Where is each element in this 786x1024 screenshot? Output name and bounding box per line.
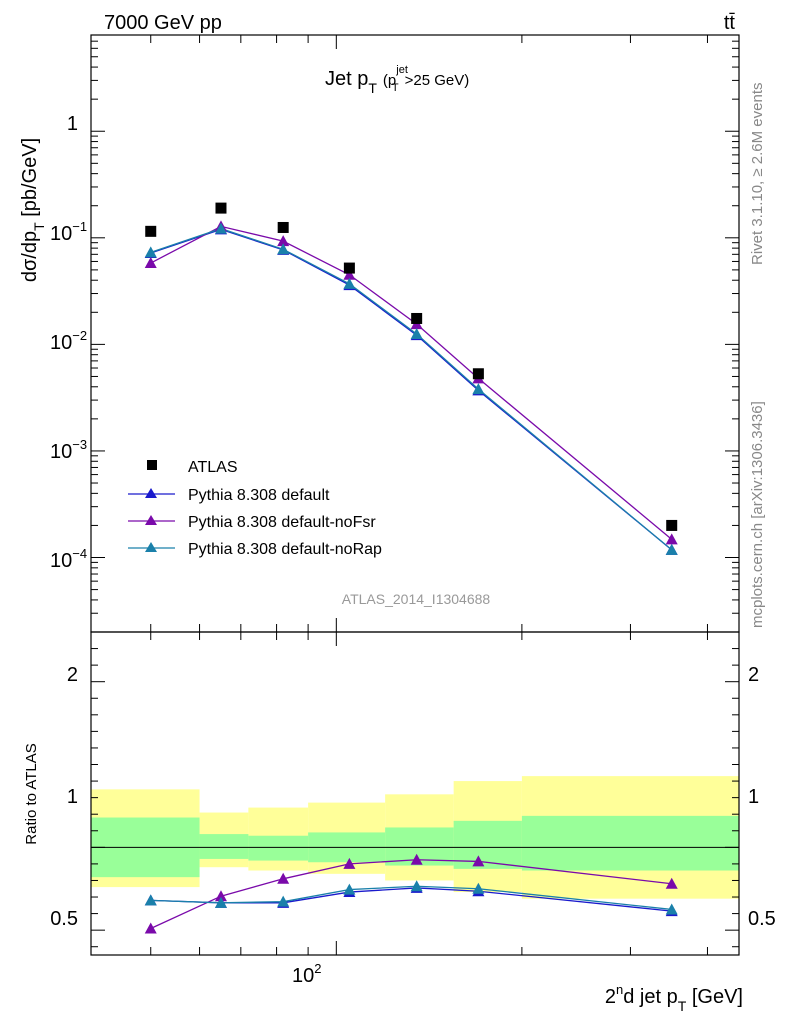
ratio-point-nofsr	[343, 857, 356, 869]
main-point-norap	[214, 222, 227, 234]
ratio-point-norap	[277, 895, 290, 907]
ratio-point-norap	[144, 894, 157, 906]
legend-nofsr-label: Pythia 8.308 default-noFsr	[188, 514, 376, 531]
ratio-tick-05-right: 0.5	[748, 908, 776, 930]
atlas-data-point	[343, 262, 355, 274]
ratio-point-norap	[343, 883, 356, 895]
energy-label: 7000 GeV pp	[104, 12, 222, 34]
atlas-data-point	[411, 312, 423, 324]
legend-atlas-label: ATLAS	[188, 459, 238, 476]
x-tick-100: 102	[292, 961, 321, 987]
band-inner-bin	[199, 834, 249, 859]
ratio-y-axis-label: Ratio to ATLAS	[23, 743, 40, 844]
data-markers	[144, 202, 678, 934]
main-ytick-1: 1	[67, 113, 78, 135]
uncertainty-bands	[91, 776, 739, 899]
ratio-point-norap	[665, 903, 678, 915]
ratio-tick-1-left: 1	[67, 786, 78, 808]
ratio-tick-2-left: 2	[67, 664, 78, 686]
main-point-norap	[472, 383, 485, 395]
ratio-point-nofsr	[410, 853, 423, 865]
ratio-point-norap	[214, 896, 227, 908]
ratio-point-nofsr	[144, 922, 157, 934]
atlas-data-point	[277, 221, 289, 233]
process-label: tt̄	[724, 12, 736, 34]
legend: ATLAS Pythia 8.308 default Pythia 8.308 …	[128, 459, 382, 558]
main-ytick-1e-3: 10−3	[50, 437, 87, 463]
legend-norap-marker	[145, 542, 157, 552]
legend-default-label: Pythia 8.308 default	[188, 487, 330, 504]
band-inner-bin	[248, 835, 309, 861]
legend-nofsr-marker	[145, 515, 157, 525]
main-ytick-1e-1: 10−1	[50, 219, 87, 245]
legend-default-marker	[145, 488, 157, 498]
ratio-point-nofsr	[472, 855, 485, 867]
atlas-data-point	[666, 519, 678, 531]
main-point-norap	[277, 243, 290, 255]
ratio-tick-05-left: 0.5	[50, 908, 78, 930]
main-ytick-1e-4: 10−4	[50, 546, 87, 572]
rivet-label: Rivet 3.1.10, ≥ 2.6M events	[749, 83, 766, 266]
atlas-data-point	[472, 368, 484, 380]
legend-norap-label: Pythia 8.308 default-noRap	[188, 541, 382, 558]
ratio-frame	[90, 631, 740, 956]
main-point-norap	[410, 328, 423, 340]
legend-atlas-marker	[147, 460, 157, 470]
mcplots-label: mcplots.cern.ch [arXiv:1306.3436]	[749, 401, 766, 628]
ratio-point-nofsr	[214, 890, 227, 902]
ratio-tick-1-right: 1	[748, 786, 759, 808]
ratio-point-norap	[472, 882, 485, 894]
main-point-norap	[343, 277, 356, 289]
main-point-norap	[665, 543, 678, 555]
ratio-point-nofsr	[665, 877, 678, 889]
main-point-nofsr	[665, 533, 678, 545]
main-ytick-1e-2: 10−2	[50, 328, 87, 354]
axis-ticks	[90, 34, 739, 955]
main-y-axis-label: dσ/dpT [pb/GeV]	[19, 138, 47, 282]
atlas-data-point	[145, 225, 157, 237]
atlas-data-point	[215, 202, 227, 214]
ratio-point-norap	[410, 880, 423, 892]
band-inner-bin	[521, 815, 739, 871]
ratio-tick-2-right: 2	[748, 664, 759, 686]
plot-frames	[90, 34, 740, 956]
analysis-id: ATLAS_2014_I1304688	[342, 591, 491, 607]
main-point-norap	[144, 246, 157, 258]
main-point-nofsr	[343, 268, 356, 280]
x-axis-label: 2nd jet pT [GeV]	[605, 982, 743, 1014]
main-point-nofsr	[144, 257, 157, 269]
ratio-point-nofsr	[277, 872, 290, 884]
main-point-nofsr	[277, 235, 290, 247]
main-title: Jet pT (pjet T >25 GeV)	[325, 64, 469, 96]
